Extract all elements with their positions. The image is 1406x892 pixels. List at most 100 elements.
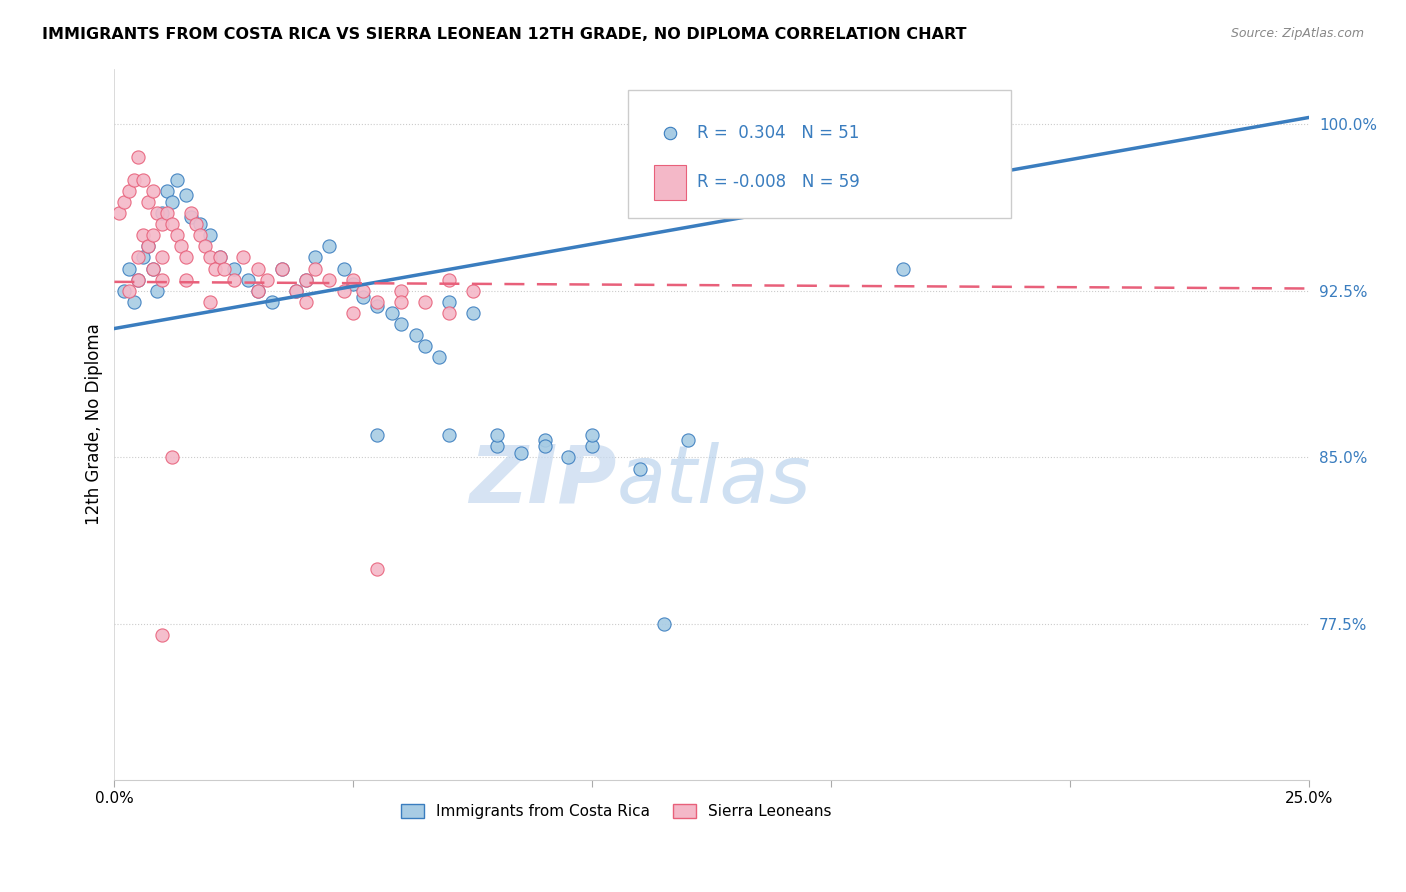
Point <box>285 284 308 298</box>
Point <box>174 188 197 202</box>
Point <box>304 261 326 276</box>
Point <box>127 251 149 265</box>
Point <box>238 272 260 286</box>
Point <box>146 284 169 298</box>
Point <box>389 284 412 298</box>
Point <box>150 628 173 642</box>
Point <box>405 328 427 343</box>
Point <box>246 284 269 298</box>
Point <box>142 261 165 276</box>
Point <box>184 217 207 231</box>
Point <box>246 261 269 276</box>
Point <box>381 306 404 320</box>
Point <box>352 290 374 304</box>
Point <box>198 294 221 309</box>
Point <box>294 272 316 286</box>
Point <box>437 428 460 442</box>
Point <box>112 284 135 298</box>
Point <box>429 351 451 365</box>
Point <box>174 251 197 265</box>
Point <box>262 294 284 309</box>
Point <box>150 206 173 220</box>
Point <box>150 272 173 286</box>
Point <box>232 251 254 265</box>
Bar <box>654 164 686 200</box>
Point <box>342 277 364 291</box>
Point <box>118 184 141 198</box>
Point <box>333 261 356 276</box>
Point <box>304 251 326 265</box>
Point <box>389 294 412 309</box>
FancyBboxPatch shape <box>628 90 1011 218</box>
Point <box>342 306 364 320</box>
Point <box>222 261 245 276</box>
Text: R = -0.008   N = 59: R = -0.008 N = 59 <box>697 173 860 191</box>
Point <box>136 239 159 253</box>
Point <box>214 261 236 276</box>
Point <box>142 184 165 198</box>
Point <box>132 251 155 265</box>
Point <box>112 194 135 209</box>
Point <box>190 217 212 231</box>
Point <box>366 561 388 575</box>
Point <box>533 439 555 453</box>
Point <box>256 272 278 286</box>
Point <box>166 228 188 243</box>
Y-axis label: 12th Grade, No Diploma: 12th Grade, No Diploma <box>86 323 103 524</box>
Point <box>198 228 221 243</box>
Point <box>352 284 374 298</box>
Text: IMMIGRANTS FROM COSTA RICA VS SIERRA LEONEAN 12TH GRADE, NO DIPLOMA CORRELATION : IMMIGRANTS FROM COSTA RICA VS SIERRA LEO… <box>42 27 967 42</box>
Text: R =  0.304   N = 51: R = 0.304 N = 51 <box>697 124 860 143</box>
Point <box>294 272 316 286</box>
Point <box>142 228 165 243</box>
Point <box>127 272 149 286</box>
Point <box>413 294 436 309</box>
Point <box>160 217 183 231</box>
Point <box>194 239 217 253</box>
Point <box>156 184 179 198</box>
Point <box>581 439 603 453</box>
Point <box>180 211 202 225</box>
Point <box>208 251 231 265</box>
Point <box>122 172 145 186</box>
Point <box>118 261 141 276</box>
Point <box>366 294 388 309</box>
Point <box>366 299 388 313</box>
Point <box>509 446 531 460</box>
Legend: Immigrants from Costa Rica, Sierra Leoneans: Immigrants from Costa Rica, Sierra Leone… <box>395 798 838 825</box>
Point <box>174 272 197 286</box>
Point <box>413 339 436 353</box>
Point <box>652 617 675 632</box>
Point <box>437 306 460 320</box>
Point <box>118 284 141 298</box>
Point <box>166 172 188 186</box>
Point <box>628 461 651 475</box>
Text: atlas: atlas <box>616 442 811 520</box>
Point <box>122 294 145 309</box>
Point <box>132 228 155 243</box>
Point <box>533 433 555 447</box>
Point <box>342 272 364 286</box>
Point <box>190 228 212 243</box>
Point <box>485 439 508 453</box>
Point <box>676 433 699 447</box>
Point <box>108 206 131 220</box>
Point <box>222 272 245 286</box>
Point <box>198 251 221 265</box>
Point <box>318 272 340 286</box>
Point <box>581 428 603 442</box>
Point <box>333 284 356 298</box>
Text: ZIP: ZIP <box>468 442 616 520</box>
Point <box>461 284 484 298</box>
Point <box>318 239 340 253</box>
Point <box>127 150 149 164</box>
Point <box>132 172 155 186</box>
Point <box>146 206 169 220</box>
Point <box>294 294 316 309</box>
Point <box>389 317 412 331</box>
Point <box>366 428 388 442</box>
Point <box>170 239 193 253</box>
Point <box>270 261 292 276</box>
Point <box>437 272 460 286</box>
Point <box>142 261 165 276</box>
